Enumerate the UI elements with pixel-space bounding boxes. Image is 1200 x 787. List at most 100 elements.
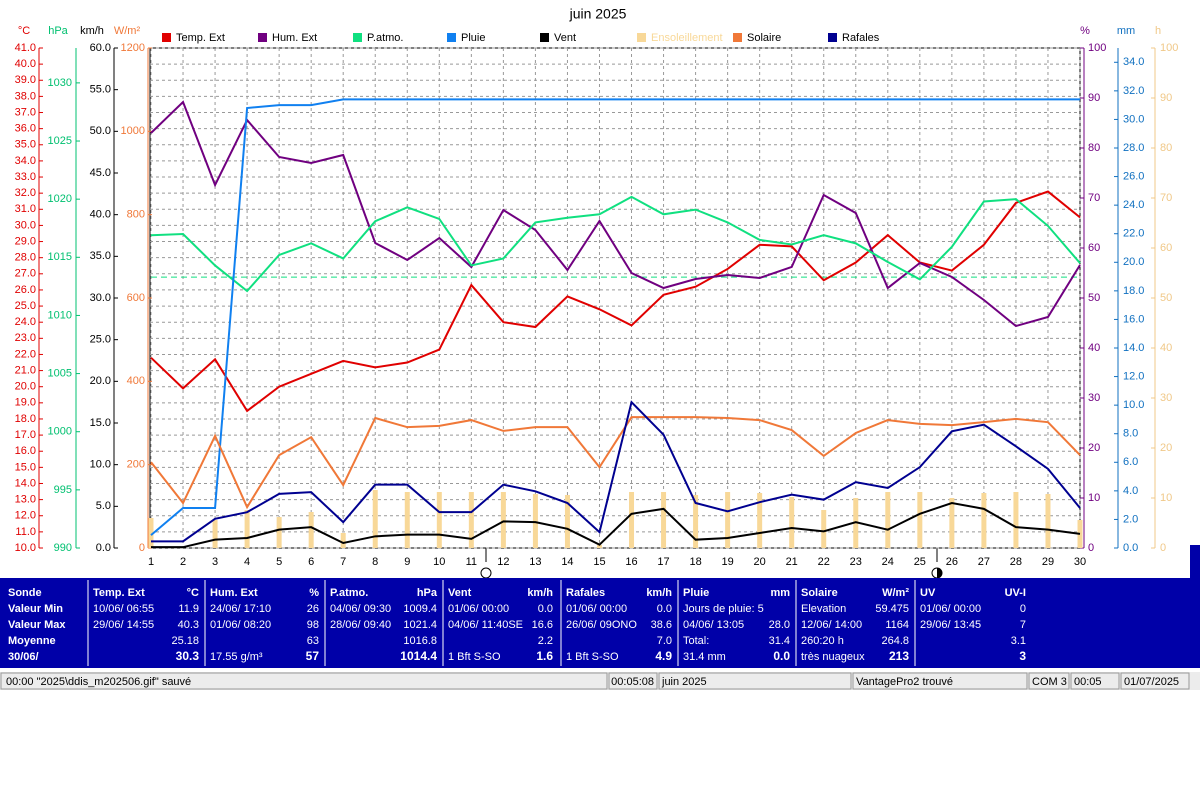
column-unit: UV-I: [1005, 587, 1026, 599]
legend-swatch: [733, 33, 742, 42]
status-cell: [1028, 672, 1070, 690]
x-tick-label: 24: [882, 556, 894, 568]
status-cell: [1120, 672, 1190, 690]
column-title: P.atmo.: [330, 587, 368, 599]
cell-label: 12/06/ 14:00: [801, 619, 862, 631]
series-line: [151, 501, 1081, 549]
column-unit: °C: [187, 587, 199, 599]
y-tick-label: 6.0: [1123, 456, 1138, 468]
y-tick-label: 24.0: [1123, 199, 1144, 211]
y-tick-label: 28.0: [15, 252, 36, 264]
sun-bar: [789, 497, 795, 548]
y-tick-label: 1010: [48, 309, 72, 321]
x-tick-label: 27: [978, 556, 990, 568]
axis-title: km/h: [80, 25, 104, 37]
cell-value: 59.475: [875, 603, 909, 615]
cell-value: 0.0: [773, 649, 790, 663]
y-tick-label: 26.0: [15, 284, 36, 296]
y-tick-label: 10: [1160, 492, 1172, 504]
y-tick-label: 40.0: [15, 58, 36, 70]
legend-label: Temp. Ext: [176, 32, 225, 44]
row-label: Moyenne: [8, 635, 56, 647]
y-tick-label: 12.0: [15, 510, 36, 522]
series-line: [151, 400, 1081, 543]
y-tick-label: 0: [139, 542, 145, 554]
cell-label: 04/06/ 13:05: [683, 619, 744, 631]
x-tick-label: 22: [818, 556, 830, 568]
sun-bar: [308, 512, 314, 548]
y-tick-label: 21.0: [15, 364, 36, 376]
column-unit: km/h: [527, 587, 553, 599]
y-tick-label: 20: [1088, 442, 1100, 454]
moon-icon: [480, 567, 492, 579]
cell-value: 31.4: [769, 635, 790, 647]
y-tick-label: 18.0: [1123, 285, 1144, 297]
x-tick-label: 25: [914, 556, 926, 568]
column-title: Solaire: [801, 587, 838, 599]
y-tick-label: 30: [1160, 392, 1172, 404]
cell-label: 31.4 mm: [683, 651, 726, 663]
sun-bar: [629, 492, 635, 548]
x-tick-label: 8: [372, 556, 378, 568]
sun-bar: [372, 490, 378, 548]
x-tick-label: 10: [433, 556, 445, 568]
column-title: Vent: [448, 587, 472, 599]
status-cell: [608, 672, 658, 690]
sun-bar: [564, 495, 570, 548]
series-line: [150, 195, 1081, 293]
y-tick-label: 10: [1088, 492, 1100, 504]
cell-value: 2.2: [538, 635, 553, 647]
cell-label: 01/06/ 00:00: [448, 603, 509, 615]
y-tick-label: 29.0: [15, 235, 36, 247]
y-tick-label: 90: [1160, 92, 1172, 104]
sun-bar: [244, 510, 250, 548]
y-tick-label: 36.0: [15, 123, 36, 135]
x-tick-label: 30: [1074, 556, 1086, 568]
status-bar: [0, 672, 1200, 690]
y-tick-label: 60: [1160, 242, 1172, 254]
axis-title: h: [1155, 25, 1161, 37]
axis-title: W/m²: [114, 25, 141, 37]
y-tick-label: 80: [1088, 142, 1100, 154]
cell-value: 98: [307, 619, 319, 631]
column-unit: km/h: [646, 587, 672, 599]
cell-label: 04/06/ 11:40SE: [448, 619, 523, 631]
y-tick-label: 990: [54, 542, 72, 554]
y-tick-label: 11.0: [15, 526, 36, 538]
row-label: Valeur Min: [8, 603, 63, 615]
x-tick-label: 18: [689, 556, 701, 568]
y-tick-label: 16.0: [1123, 313, 1144, 325]
cell-value: 264.8: [881, 635, 909, 647]
status-cell: [852, 672, 1028, 690]
cell-value: 28.0: [769, 619, 790, 631]
x-tick-label: 26: [946, 556, 958, 568]
x-tick-label: 15: [593, 556, 605, 568]
y-tick-label: 15.0: [90, 417, 111, 429]
y-tick-label: 400: [127, 375, 145, 387]
status-text: 00:05:08: [611, 676, 654, 688]
cell-label: 28/06/ 09:40: [330, 619, 391, 631]
y-tick-label: 80: [1160, 142, 1172, 154]
y-tick-label: 35.0: [15, 139, 36, 151]
cell-value: 1014.4: [400, 649, 437, 663]
cell-label: 04/06/ 09:30: [330, 603, 391, 615]
cell-value: 1.6: [536, 649, 553, 663]
legend-swatch: [828, 33, 837, 42]
cell-label: 01/06/ 08:20: [210, 619, 271, 631]
y-tick-label: 37.0: [15, 106, 36, 118]
status-cell: [658, 672, 852, 690]
column-unit: hPa: [417, 587, 438, 599]
sun-bar: [532, 494, 538, 548]
moon-icon: [937, 568, 942, 578]
y-tick-label: 32.0: [15, 187, 36, 199]
y-tick-label: 16.0: [15, 445, 36, 457]
legend-label: Vent: [554, 32, 576, 44]
x-tick-label: 12: [497, 556, 509, 568]
y-tick-label: 15.0: [15, 461, 36, 473]
axis-title: mm: [1117, 25, 1135, 37]
plot-area: [149, 47, 1081, 549]
sun-bar: [468, 492, 474, 548]
y-tick-label: 1200: [121, 42, 145, 54]
y-tick-label: 13.0: [15, 494, 36, 506]
